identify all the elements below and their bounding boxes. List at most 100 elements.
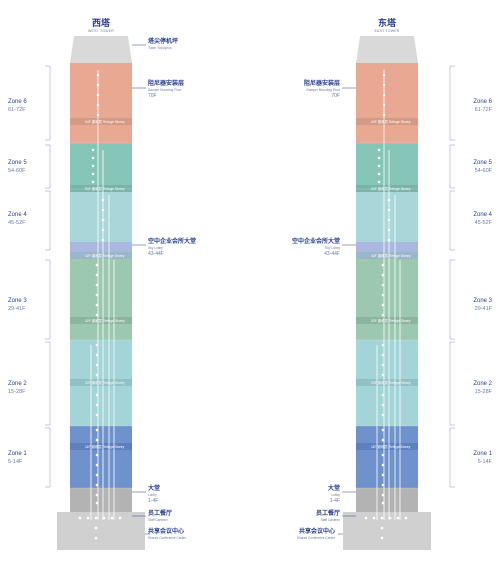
damper-floor: 70F: [331, 93, 340, 99]
west-tower: [45, 36, 150, 550]
west-refuge-band: [70, 252, 132, 259]
sky-lobby-label: 空中企业会所大堂: [291, 239, 340, 245]
zone-name: Zone 1: [8, 451, 27, 457]
zone-range: 5-14F: [8, 459, 23, 465]
sky-lobby-floors: 43-44F: [324, 251, 340, 257]
east-zone-label-2: Zone 2 15-28F: [452, 380, 492, 396]
east-tower: [338, 36, 455, 550]
west-zone3-block: [70, 258, 132, 340]
west-conference-callout: 共享会议中心 Shared Conference Center: [148, 529, 228, 541]
east-refuge-band: [356, 443, 418, 450]
canteen-label: 员工餐厅: [148, 511, 173, 517]
east-tower-top: [356, 36, 418, 63]
east-zone-label-3: Zone 3 29-41F: [452, 297, 492, 313]
east-sky-lobby-callout: 空中企业会所大堂 Sky Lobby 43-44F: [260, 239, 340, 258]
east-canteen-callout: 员工餐厅 Staff Canteen: [260, 511, 340, 523]
west-refuge-band: [70, 317, 132, 324]
zone-name: Zone 3: [473, 298, 492, 304]
west-zone-label-4: Zone 4 45-52F: [8, 211, 48, 227]
conference-label: 共享会议中心: [148, 529, 185, 535]
lobby-floors: 1-4F: [148, 498, 159, 504]
west-zone4-block: [70, 189, 132, 242]
sky-lobby-floors: 43-44F: [148, 251, 164, 257]
east-refuge-label: 53F 避难层 Refuge Storey: [371, 187, 411, 191]
zone-name: Zone 6: [473, 99, 492, 105]
east-zone3-block: [356, 258, 418, 340]
east-zone-label-4: Zone 4 45-52F: [452, 211, 492, 227]
west-canteen-callout: 员工餐厅 Staff Canteen: [148, 511, 228, 523]
sky-lobby-label: 空中企业会所大堂: [148, 239, 197, 245]
west-zone-label-1: Zone 1 5-14F: [8, 450, 48, 466]
canteen-label: 员工餐厅: [315, 511, 340, 517]
east-refuge-label: 20F 避难层 Refuge Storey: [371, 381, 411, 385]
east-refuge-band: [356, 118, 418, 125]
zone-range: 61-72F: [474, 107, 492, 113]
east-zone1-block: [356, 426, 418, 488]
damper-label: 阻尼器安装层: [148, 81, 185, 87]
lobby-label: 大堂: [148, 486, 161, 492]
west-refuge-label: 53F 避难层 Refuge Storey: [85, 187, 125, 191]
east-zone6-block: [356, 63, 418, 143]
apron-callout: 塔尖停机坪 Tower Top Apron: [148, 39, 228, 51]
east-zone-label-6: Zone 6 61-72F: [452, 98, 492, 114]
zone-range: 15-28F: [8, 389, 26, 395]
zone-name: Zone 5: [473, 160, 492, 166]
apron-label: 塔尖停机坪: [148, 39, 179, 45]
west-refuge-label: 32F 避难层 Refuge Storey: [85, 319, 125, 323]
east-zone-label-5: Zone 5 54-60F: [452, 159, 492, 175]
east-refuge-label: 64F 避难层 Refuge Storey: [371, 120, 411, 124]
east-zone5-block: [356, 143, 418, 189]
zone-name: Zone 2: [8, 381, 27, 387]
west-refuge-label: 64F 避难层 Refuge Storey: [85, 120, 125, 124]
west-tower-top: [70, 36, 132, 63]
damper-label-en: Damper Mounting Floor: [148, 88, 182, 92]
west-base: [57, 512, 145, 550]
damper-label-en: Damper Mounting Floor: [306, 88, 340, 92]
zone-range: 29-41F: [474, 306, 492, 312]
east-damper-callout: 阻尼器安装层 Damper Mounting Floor 70F: [260, 81, 340, 100]
zone-range: 54-60F: [8, 168, 26, 174]
zone-name: Zone 6: [8, 99, 27, 105]
conference-label-en: Shared Conference Center: [296, 536, 335, 540]
zone-range: 61-72F: [8, 107, 26, 113]
zone-range: 54-60F: [474, 168, 492, 174]
west-zone1-block: [70, 426, 132, 488]
west-tower-name-en: WEST TOWER: [88, 29, 114, 33]
west-zone-label-6: Zone 6 61-72F: [8, 98, 48, 114]
east-sky-lobby-block: [356, 242, 418, 252]
apron-label-en: Tower Top Apron: [148, 46, 172, 50]
west-refuge-band: [70, 443, 132, 450]
east-zone-label-1: Zone 1 5-14F: [452, 450, 492, 466]
conference-label: 共享会议中心: [298, 529, 335, 535]
west-zone-label-3: Zone 3 29-41F: [8, 297, 48, 313]
lobby-floors: 1-4F: [329, 498, 340, 504]
zone-name: Zone 3: [8, 298, 27, 304]
west-lobby-block: [70, 488, 132, 512]
east-conference-callout: 共享会议中心 Shared Conference Center: [255, 529, 335, 541]
east-refuge-band: [356, 317, 418, 324]
west-refuge-label: 42F 避难层 Refuge Storey: [85, 254, 125, 258]
zone-range: 5-14F: [477, 459, 492, 465]
west-tower-name: 西塔: [91, 18, 110, 28]
west-zone-label-5: Zone 5 54-60F: [8, 159, 48, 175]
lobby-label: 大堂: [327, 486, 340, 492]
west-lobby-callout: 大堂 Lobby 1-4F: [148, 486, 228, 505]
lobby-label-en: Lobby: [148, 493, 157, 497]
canteen-label-en: Staff Canteen: [320, 518, 340, 522]
zone-name: Zone 5: [8, 160, 27, 166]
east-refuge-band: [356, 252, 418, 259]
west-zone-label-2: Zone 2 15-28F: [8, 380, 48, 396]
canteen-label-en: Staff Canteen: [148, 518, 168, 522]
zone-range: 45-52F: [8, 220, 26, 226]
east-refuge-label: 42F 避难层 Refuge Storey: [371, 254, 411, 258]
lobby-label-en: Lobby: [331, 493, 340, 497]
conference-label-en: Shared Conference Center: [148, 536, 187, 540]
east-zone4-block: [356, 189, 418, 242]
damper-floor: 70F: [148, 93, 157, 99]
west-refuge-band: [70, 118, 132, 125]
west-sky-lobby-callout: 空中企业会所大堂 Sky Lobby 43-44F: [148, 239, 228, 258]
west-damper-callout: 阻尼器安装层 Damper Mounting Floor 70F: [148, 81, 228, 100]
west-elevator-dots: [78, 73, 122, 540]
west-tower-title: 西塔 WEST TOWER: [61, 16, 141, 33]
west-refuge-label: 20F 避难层 Refuge Storey: [85, 381, 125, 385]
